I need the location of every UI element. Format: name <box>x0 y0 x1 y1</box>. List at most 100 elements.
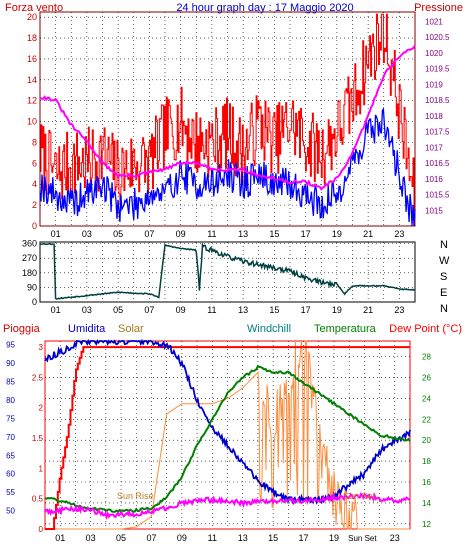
direction-label-n: N <box>440 239 448 251</box>
y-tick-temperature: 24 <box>422 394 431 403</box>
y-tick-pressure: 1016.5 <box>425 159 450 168</box>
x-tick-label: 15 <box>269 229 279 239</box>
y-tick-pressure: 1021 <box>425 17 443 26</box>
x-tick-sunset-label: Sun Set <box>348 534 377 543</box>
x-tick-label: 17 <box>301 305 311 315</box>
x-tick-label: 17 <box>301 229 311 239</box>
y-tick-wind: 18 <box>27 33 37 43</box>
wind-axis-label: Forza vento <box>5 2 63 14</box>
x-tick-label: 05 <box>113 229 123 239</box>
y-tick-direction: 270 <box>22 253 37 263</box>
y-tick-pressure: 1019 <box>425 80 443 89</box>
y-tick-humidity: 90 <box>6 359 15 368</box>
y-tick-pressure: 1015 <box>425 206 443 215</box>
y-tick-humidity: 70 <box>6 433 15 442</box>
y-tick-temperature: 12 <box>422 520 431 529</box>
x-tick-label: 13 <box>238 305 248 315</box>
y-tick-pressure: 1018 <box>425 112 443 121</box>
y-tick-wind: 0 <box>32 221 37 231</box>
x-tick-label: 23 <box>390 533 400 543</box>
y-tick-direction: 180 <box>22 268 37 278</box>
x-tick-label: 09 <box>176 229 186 239</box>
y-tick-direction: 90 <box>27 282 37 292</box>
direction-label-e: E <box>440 287 447 299</box>
y-tick-pressure: 1017 <box>425 143 443 152</box>
x-tick-label: 09 <box>177 533 187 543</box>
rain-line <box>45 346 410 530</box>
y-tick-direction: 360 <box>22 239 37 249</box>
y-tick-rain: 3 <box>39 343 44 352</box>
y-tick-humidity: 80 <box>6 396 15 405</box>
y-tick-pressure: 1020 <box>425 49 443 58</box>
legend-humidity: Umidita <box>68 323 106 335</box>
y-tick-temperature: 16 <box>422 478 431 487</box>
pressure-axis-label: Pressione <box>414 2 463 14</box>
y-tick-direction: 0 <box>32 297 37 307</box>
x-tick-label: 11 <box>208 533 217 543</box>
y-tick-wind: 20 <box>27 12 37 22</box>
y-tick-pressure: 1020.5 <box>425 33 450 42</box>
y-tick-wind: 6 <box>32 158 37 168</box>
x-tick-label: 07 <box>146 533 156 543</box>
x-tick-label: 19 <box>332 305 342 315</box>
y-tick-humidity: 65 <box>6 451 15 460</box>
x-tick-label: 03 <box>82 305 92 315</box>
x-tick-label: 11 <box>207 305 216 315</box>
x-tick-label: 13 <box>238 533 248 543</box>
y-tick-wind: 2 <box>32 200 37 210</box>
direction-label-w: W <box>439 255 450 267</box>
x-tick-label: 03 <box>82 229 92 239</box>
x-tick-label: 21 <box>363 305 373 315</box>
tick-layer: 0246810121416182010151015.510161016.5101… <box>6 12 450 543</box>
y-tick-temperature: 20 <box>422 436 431 445</box>
y-tick-humidity: 95 <box>6 341 15 350</box>
x-tick-label: 15 <box>268 533 278 543</box>
direction-label-s: S <box>440 271 447 283</box>
y-tick-pressure: 1019.5 <box>425 65 450 74</box>
y-tick-rain: 0 <box>39 525 44 534</box>
y-tick-temperature: 18 <box>422 457 431 466</box>
sunrise-annotation: Sun Rise <box>117 491 154 501</box>
series-layer <box>39 13 416 530</box>
y-tick-rain: 2.5 <box>32 373 44 382</box>
y-tick-pressure: 1016 <box>425 175 443 184</box>
temperature-line <box>44 364 411 514</box>
x-tick-label: 01 <box>51 229 61 239</box>
wind-gust-line <box>40 13 416 225</box>
y-tick-wind: 16 <box>27 54 37 64</box>
x-tick-label: 19 <box>332 229 342 239</box>
y-tick-humidity: 55 <box>6 488 15 497</box>
x-tick-label: 05 <box>116 533 126 543</box>
pressure-line <box>39 44 416 191</box>
y-tick-wind: 4 <box>32 179 37 189</box>
sunset-annotation: Sun Set <box>343 491 376 501</box>
y-tick-temperature: 22 <box>422 415 431 424</box>
x-tick-label: 11 <box>207 229 216 239</box>
x-tick-label: 19 <box>329 533 339 543</box>
legend-rain: Pioggia <box>3 323 41 335</box>
y-tick-humidity: 75 <box>6 414 15 423</box>
y-tick-wind: 14 <box>27 75 37 85</box>
legend-temperature: Temperatura <box>314 323 377 335</box>
y-tick-pressure: 1015.5 <box>425 191 450 200</box>
y-tick-rain: 1.5 <box>32 434 44 443</box>
y-tick-temperature: 14 <box>422 499 431 508</box>
x-tick-label: 13 <box>238 229 248 239</box>
x-tick-label: 07 <box>144 229 154 239</box>
solar-line <box>45 340 410 530</box>
chart-title: 24 hour graph day : 17 Maggio 2020 <box>176 2 353 14</box>
dewpoint-line <box>44 491 411 521</box>
x-tick-label: 01 <box>51 305 61 315</box>
y-tick-rain: 1 <box>39 464 44 473</box>
y-tick-wind: 10 <box>27 117 37 127</box>
y-tick-humidity: 50 <box>6 507 15 516</box>
y-tick-temperature: 26 <box>422 374 431 383</box>
x-tick-label: 03 <box>86 533 96 543</box>
legend-windchill: Windchill <box>247 323 291 335</box>
y-tick-pressure: 1017.5 <box>425 128 450 137</box>
x-tick-label: 01 <box>55 533 65 543</box>
legend-solar: Solar <box>118 323 144 335</box>
legend-dewpoint: Dew Point (°C) <box>389 323 462 335</box>
